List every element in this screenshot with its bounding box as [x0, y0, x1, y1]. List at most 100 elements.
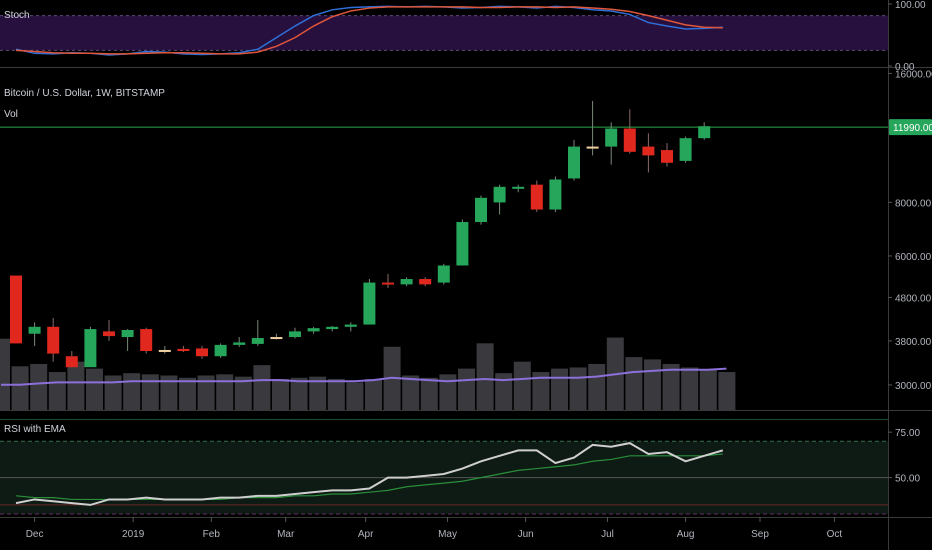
candle-body [158, 349, 171, 352]
candle-body [400, 279, 413, 285]
volume-bar [365, 378, 382, 410]
candle-body [326, 326, 339, 330]
candle-body [140, 329, 153, 351]
volume-bar [67, 361, 85, 410]
volume-bar [346, 382, 364, 410]
candle-body [679, 138, 692, 161]
candle-body [419, 279, 432, 285]
volume-bar [11, 366, 29, 410]
candle-body [103, 331, 115, 337]
candle-body [698, 126, 711, 139]
volume-bar [551, 368, 568, 410]
current-price-value: 11990.00 [893, 123, 932, 134]
volume-bar [644, 359, 661, 410]
volume-bar [439, 374, 457, 410]
candle-body [586, 146, 599, 149]
time-tick-label: Oct [827, 529, 843, 540]
volume-bar [179, 377, 196, 410]
price-pane[interactable]: Bitcoin / U.S. Dollar, 1W, BITSTAMP Vol [0, 88, 888, 410]
rsi-pane[interactable]: RSI with EMA [0, 418, 888, 515]
time-tick-label: Apr [358, 529, 374, 540]
candle-body [270, 337, 283, 340]
volume-bar [476, 343, 494, 410]
time-tick-label: Sep [751, 529, 769, 540]
volume-bar [160, 375, 178, 410]
rsi-series-line [15, 442, 724, 506]
rsi-indicator-label: RSI with EMA [4, 424, 66, 435]
volume-bar [327, 378, 345, 410]
time-tick-label: Jun [518, 529, 534, 540]
volume-bar [699, 369, 717, 410]
volume-bar [309, 376, 327, 410]
volume-bar [290, 377, 308, 410]
volume-label: Vol [4, 109, 18, 120]
volume-bar [420, 377, 438, 410]
volume-bar [216, 374, 234, 410]
candle-body [65, 356, 78, 368]
axis-tick-label: 0.00 [895, 62, 915, 73]
volume-bar [0, 338, 10, 410]
axis-tick-label: 50.00 [895, 474, 920, 485]
time-tick-label: Feb [203, 529, 221, 540]
candle-body [344, 324, 357, 327]
time-tick-label: Mar [277, 529, 295, 540]
candle-body [28, 326, 41, 334]
candle-body [530, 184, 543, 210]
candlesticks [10, 100, 711, 368]
candle-body [475, 197, 487, 223]
candle-body [493, 186, 506, 203]
candle-body [382, 282, 394, 285]
volume-bar [104, 375, 122, 410]
candle-body [661, 150, 673, 163]
axis-tick-label: 3800.00 [895, 337, 932, 348]
volume-bar [513, 361, 531, 410]
volume-bar [402, 375, 420, 410]
volume-bar [532, 372, 550, 410]
stochastic-pane[interactable]: Stoch [0, 5, 888, 56]
time-axis[interactable]: Dec 2019 Feb Mar Apr May Jun Jul Aug Sep Oct [26, 517, 843, 540]
time-tick-label: 2019 [122, 529, 145, 540]
candle-body [623, 128, 636, 152]
axis-tick-label: 3000.00 [895, 381, 932, 392]
candle-body [47, 326, 60, 354]
candle-body [84, 329, 97, 368]
candle-body [196, 348, 208, 357]
candle-body [568, 146, 580, 179]
time-tick-label: May [438, 529, 457, 540]
time-tick-label: Dec [26, 529, 44, 540]
volume-bar [30, 364, 48, 410]
candle-body [437, 265, 450, 283]
volume-bar [48, 372, 66, 410]
volume-bar [123, 373, 141, 410]
candle-body [214, 344, 227, 357]
candle-body [549, 179, 562, 210]
candle-body [363, 282, 376, 325]
volume-bar [569, 367, 587, 410]
candle-body [512, 186, 525, 189]
axis-tick-label: 4800.00 [895, 293, 932, 304]
current-price-tag: 11990.00 [889, 119, 932, 136]
candle-body [642, 146, 655, 156]
stoch-indicator-label: Stoch [4, 10, 30, 21]
time-tick-label: Jul [601, 529, 614, 540]
candle-body [10, 275, 22, 344]
candle-body [605, 128, 618, 147]
volume-bar [718, 372, 736, 410]
candle-body [289, 331, 301, 338]
volume-bar [662, 364, 680, 410]
time-tick-label: Aug [677, 529, 695, 540]
axis-tick-label: 16000.00 [895, 69, 932, 80]
axis-tick-label: 8000.00 [895, 198, 932, 209]
axis-tick-label: 75.00 [895, 428, 920, 439]
volume-bar [588, 364, 606, 410]
axis-tick-label: 100.00 [895, 0, 926, 11]
candle-body [251, 338, 264, 344]
axis-tick-label: 6000.00 [895, 252, 932, 263]
candle-body [121, 330, 134, 338]
volume-bar [141, 374, 159, 410]
volume-bar [272, 378, 289, 410]
volume-bar [495, 373, 513, 410]
